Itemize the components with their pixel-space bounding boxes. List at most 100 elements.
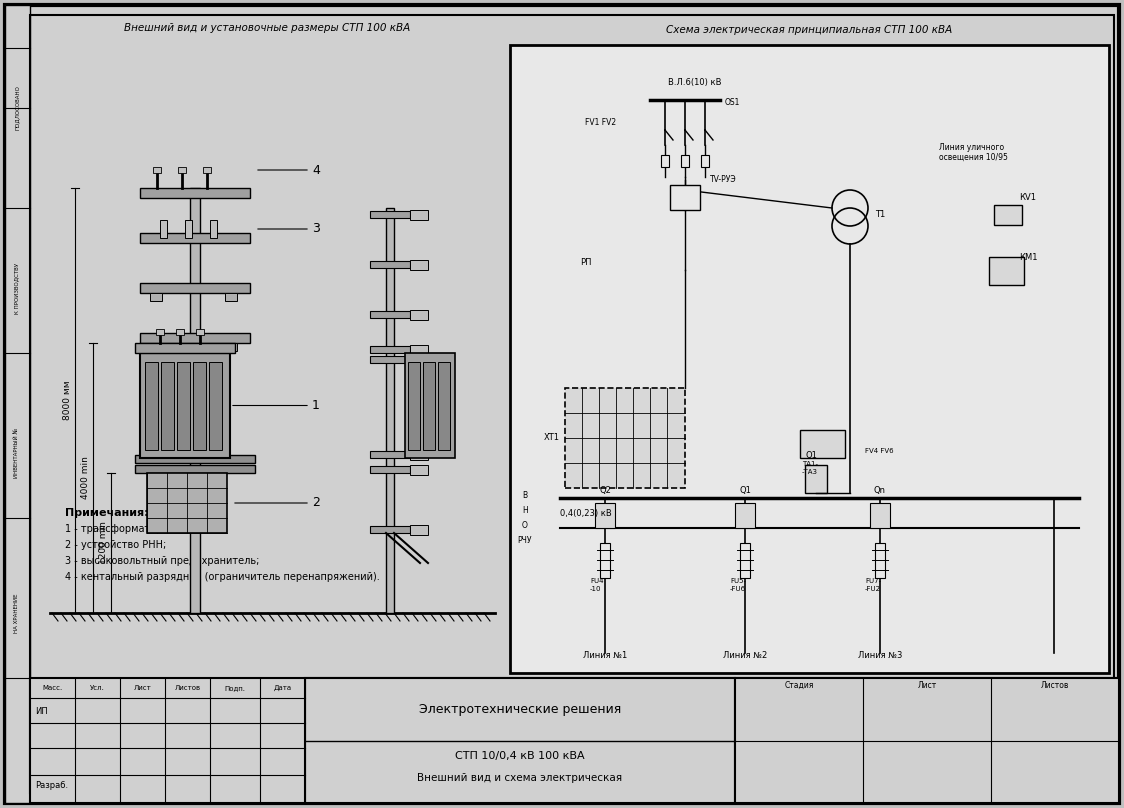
Bar bbox=[140, 353, 230, 458]
Text: Линия №2: Линия №2 bbox=[723, 651, 767, 660]
Text: освещения 10/95: освещения 10/95 bbox=[939, 153, 1008, 162]
Bar bbox=[661, 155, 669, 167]
Bar bbox=[4, 5, 30, 803]
Bar bbox=[140, 233, 250, 243]
Text: Лист: Лист bbox=[917, 681, 936, 690]
Bar bbox=[370, 311, 410, 318]
Bar bbox=[225, 343, 237, 351]
Text: РЧУ: РЧУ bbox=[518, 536, 533, 545]
Bar bbox=[135, 465, 255, 473]
Bar bbox=[989, 257, 1024, 285]
Text: Внешний вид и схема электрическая: Внешний вид и схема электрическая bbox=[417, 773, 623, 783]
Text: 4: 4 bbox=[312, 163, 320, 176]
Text: Схема электрическая принципиальная СТП 100 кВА: Схема электрическая принципиальная СТП 1… bbox=[667, 25, 953, 35]
Bar bbox=[438, 362, 450, 450]
Bar bbox=[149, 293, 162, 301]
Bar bbox=[135, 455, 255, 463]
Text: КV1: КV1 bbox=[1019, 193, 1036, 202]
Text: Дата: Дата bbox=[273, 685, 291, 691]
Bar bbox=[410, 465, 428, 475]
Text: Масс.: Масс. bbox=[43, 685, 63, 691]
Text: FU7-: FU7- bbox=[865, 578, 881, 584]
Bar bbox=[156, 329, 164, 335]
Bar bbox=[410, 355, 428, 365]
Text: СТП 10/0,4 кВ 100 кВА: СТП 10/0,4 кВ 100 кВА bbox=[455, 751, 584, 760]
Text: 1: 1 bbox=[312, 399, 320, 412]
Text: Листов: Листов bbox=[174, 685, 200, 691]
Bar bbox=[140, 333, 250, 343]
Bar bbox=[410, 260, 428, 270]
Bar bbox=[370, 356, 410, 363]
Text: Q2: Q2 bbox=[599, 486, 611, 495]
Bar bbox=[149, 343, 162, 351]
Text: Стадия: Стадия bbox=[785, 681, 814, 690]
Text: Подп.: Подп. bbox=[225, 685, 245, 691]
Bar bbox=[176, 362, 190, 450]
Bar bbox=[600, 543, 610, 578]
Text: -ТА3: -ТА3 bbox=[803, 469, 818, 475]
Text: Разраб.: Разраб. bbox=[35, 781, 69, 789]
Bar bbox=[193, 362, 206, 450]
Bar bbox=[209, 362, 223, 450]
Bar bbox=[147, 473, 227, 533]
Text: О: О bbox=[522, 521, 528, 530]
Bar bbox=[595, 503, 615, 528]
Bar bbox=[203, 167, 211, 173]
Text: ТV-РУЭ: ТV-РУЭ bbox=[710, 175, 736, 184]
Text: FU5-: FU5- bbox=[729, 578, 746, 584]
Text: 2 - устройство РНН;: 2 - устройство РНН; bbox=[65, 540, 166, 550]
Bar bbox=[800, 430, 845, 458]
Text: В.Л.6(10) кВ: В.Л.6(10) кВ bbox=[669, 78, 722, 86]
Bar bbox=[370, 466, 410, 473]
Bar bbox=[805, 465, 827, 493]
Text: Qn: Qn bbox=[874, 486, 886, 495]
Bar bbox=[735, 503, 755, 528]
Text: Q1: Q1 bbox=[740, 486, 751, 495]
Text: ХТ1: ХТ1 bbox=[544, 434, 560, 443]
Text: Листов: Листов bbox=[1041, 681, 1069, 690]
Bar bbox=[135, 343, 235, 353]
Text: ИНВЕНТАРНЫЙ №: ИНВЕНТАРНЫЙ № bbox=[15, 428, 19, 478]
Bar bbox=[305, 678, 735, 803]
Text: FU4: FU4 bbox=[590, 578, 604, 584]
Text: 1 - трансформатор;: 1 - трансформатор; bbox=[65, 524, 165, 534]
Text: Примечания:: Примечания: bbox=[65, 508, 148, 518]
Bar bbox=[510, 45, 1109, 673]
Bar bbox=[405, 353, 455, 458]
Text: Линия №3: Линия №3 bbox=[858, 651, 903, 660]
Bar bbox=[410, 310, 428, 320]
Text: Линия №1: Линия №1 bbox=[583, 651, 627, 660]
Text: Усл.: Усл. bbox=[90, 685, 105, 691]
Bar bbox=[386, 208, 395, 613]
Bar bbox=[410, 525, 428, 535]
Text: 4000 min: 4000 min bbox=[81, 457, 90, 499]
Bar bbox=[408, 362, 420, 450]
Bar bbox=[161, 362, 174, 450]
Bar bbox=[565, 388, 685, 488]
Bar bbox=[196, 329, 203, 335]
Bar bbox=[874, 543, 885, 578]
Text: ОS1: ОS1 bbox=[725, 98, 741, 107]
Bar bbox=[994, 205, 1022, 225]
Text: КМ1: КМ1 bbox=[1019, 253, 1037, 262]
Text: ТА1-: ТА1- bbox=[803, 461, 818, 467]
Text: -FU2: -FU2 bbox=[865, 586, 881, 592]
Text: Электротехнические решения: Электротехнические решения bbox=[419, 703, 622, 716]
Text: НА ХРАНЕНИЕ: НА ХРАНЕНИЕ bbox=[15, 593, 19, 633]
Bar bbox=[210, 220, 217, 238]
Bar bbox=[410, 345, 428, 355]
Bar bbox=[410, 450, 428, 460]
Text: К ПРОИЗВОДСТВУ: К ПРОИЗВОДСТВУ bbox=[15, 263, 19, 314]
Bar bbox=[701, 155, 709, 167]
Text: Н: Н bbox=[523, 506, 528, 515]
Text: 4 - кентальный разрядник (ограничитель перенапряжений).: 4 - кентальный разрядник (ограничитель п… bbox=[65, 572, 380, 582]
Bar bbox=[225, 293, 237, 301]
Bar bbox=[160, 220, 167, 238]
Text: 8000 мм: 8000 мм bbox=[63, 381, 72, 420]
Bar bbox=[370, 211, 410, 218]
Text: Внешний вид и установочные размеры СТП 100 кВА: Внешний вид и установочные размеры СТП 1… bbox=[125, 23, 410, 33]
Bar bbox=[870, 503, 890, 528]
Bar bbox=[370, 346, 410, 353]
Bar bbox=[190, 188, 200, 613]
Bar bbox=[140, 188, 250, 198]
